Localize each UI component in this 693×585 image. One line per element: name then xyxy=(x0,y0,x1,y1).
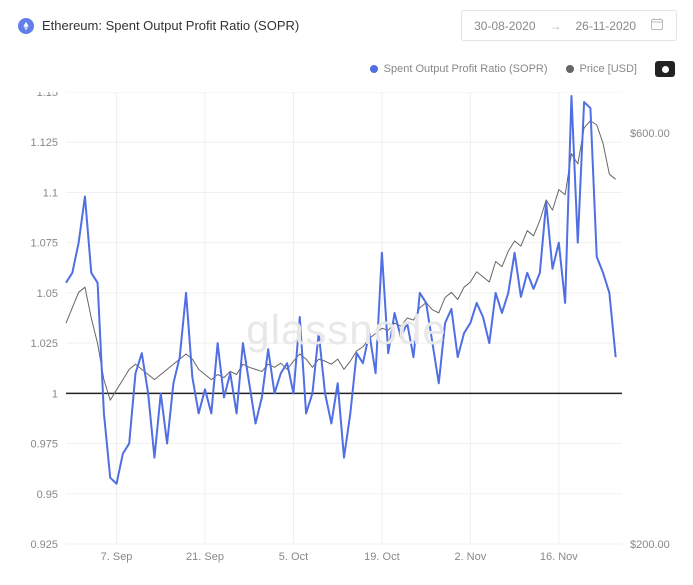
ethereum-icon xyxy=(18,18,34,34)
svg-text:$200.00: $200.00 xyxy=(630,539,670,551)
svg-text:0.95: 0.95 xyxy=(37,489,58,501)
svg-text:1.125: 1.125 xyxy=(30,137,58,149)
date-from: 30-08-2020 xyxy=(474,19,535,33)
svg-text:16. Nov: 16. Nov xyxy=(540,551,578,563)
svg-text:$600.00: $600.00 xyxy=(630,128,670,140)
svg-text:19. Oct: 19. Oct xyxy=(364,551,399,563)
svg-text:21. Sep: 21. Sep xyxy=(186,551,224,563)
chart-svg: 0.925 0.95 0.975 1 1.025 1.05 1.075 1.1 1.125 1.1… xyxy=(20,92,673,567)
svg-text:7. Sep: 7. Sep xyxy=(101,551,133,563)
svg-text:1.1: 1.1 xyxy=(43,187,58,199)
chart-title-text: Ethereum: Spent Output Profit Ratio (SOP… xyxy=(42,18,299,33)
chart-legend: Spent Output Profit Ratio (SOPR) Price [… xyxy=(0,45,693,77)
svg-text:0.925: 0.925 xyxy=(30,539,58,551)
legend-item-sopr[interactable]: Spent Output Profit Ratio (SOPR) xyxy=(370,63,548,75)
date-range-picker[interactable]: 30-08-2020 → 26-11-2020 xyxy=(461,10,677,41)
svg-text:1: 1 xyxy=(52,388,58,400)
legend-dot-sopr xyxy=(370,65,378,73)
chart-plot-area: glassnode 0.9250.950.97511.0251.051.0751… xyxy=(20,92,673,567)
svg-text:1.025: 1.025 xyxy=(30,338,58,350)
svg-text:0.975: 0.975 xyxy=(30,439,58,451)
svg-text:1.075: 1.075 xyxy=(30,238,58,250)
camera-icon[interactable] xyxy=(655,61,675,77)
legend-item-price[interactable]: Price [USD] xyxy=(566,63,637,75)
svg-text:1.15: 1.15 xyxy=(37,92,58,99)
svg-text:1.05: 1.05 xyxy=(37,288,58,300)
chart-title: Ethereum: Spent Output Profit Ratio (SOP… xyxy=(18,18,299,34)
date-to: 26-11-2020 xyxy=(576,19,637,33)
svg-text:5. Oct: 5. Oct xyxy=(279,551,308,563)
legend-label-sopr: Spent Output Profit Ratio (SOPR) xyxy=(384,63,548,75)
legend-label-price: Price [USD] xyxy=(580,63,637,75)
arrow-right-icon: → xyxy=(550,19,562,33)
svg-text:2. Nov: 2. Nov xyxy=(454,551,486,563)
legend-dot-price xyxy=(566,65,574,73)
calendar-icon xyxy=(650,17,664,34)
